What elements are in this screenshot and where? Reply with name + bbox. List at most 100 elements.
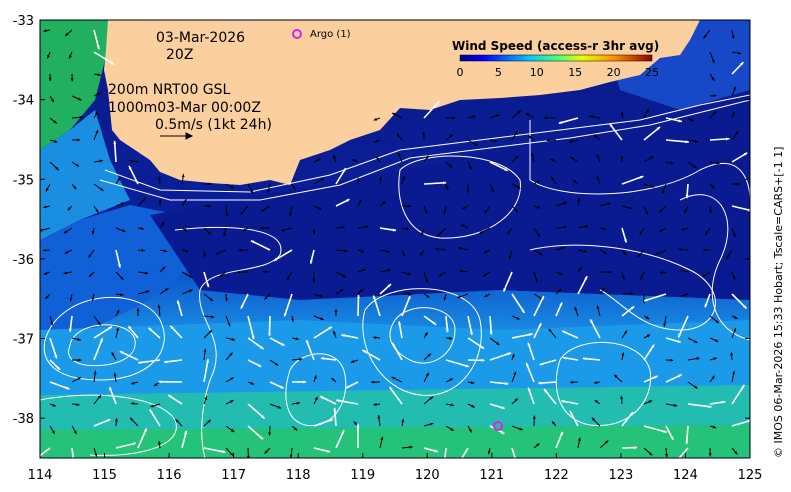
velocity-arrowhead — [77, 377, 82, 381]
lat-tick-label: -38 — [13, 412, 34, 427]
lon-tick-label: 122 — [544, 468, 569, 483]
velocity-arrowhead — [703, 35, 707, 39]
velocity-arrowhead — [161, 221, 165, 226]
velocity-arrowhead — [250, 190, 254, 194]
velocity-arrowhead — [735, 131, 739, 135]
velocity-arrowhead — [714, 338, 719, 342]
velocity-arrowhead — [621, 276, 625, 280]
velocity-arrowhead — [177, 300, 180, 304]
velocity-arrowhead — [373, 117, 378, 121]
velocity-arrowhead — [507, 231, 511, 235]
velocity-arrowhead — [69, 54, 72, 59]
velocity-arrowhead — [230, 377, 234, 381]
velocity-arrowhead — [525, 113, 530, 117]
velocity-arrowhead — [136, 307, 140, 312]
velocity-arrowhead — [283, 312, 287, 317]
velocity-arrowhead — [342, 274, 346, 278]
velocity-arrowhead — [514, 130, 518, 134]
lat-tick-label: -34 — [13, 94, 34, 109]
velocity-arrow — [305, 339, 315, 361]
velocity-arrowhead — [609, 123, 613, 127]
velocity-arrow — [357, 295, 360, 317]
velocity-arrowhead — [479, 230, 483, 234]
velocity-arrowhead — [544, 116, 548, 120]
velocity-arrowhead — [594, 400, 599, 404]
velocity-arrowhead — [257, 363, 262, 367]
velocity-arrowhead — [175, 419, 179, 423]
velocity-arrowhead — [51, 98, 55, 103]
contour-southeast-eddy — [555, 341, 652, 427]
velocity-arrowhead — [382, 201, 386, 205]
velocity-arrowhead — [654, 375, 658, 379]
velocity-arrowhead — [656, 126, 661, 131]
lat-tick-label: -37 — [13, 333, 34, 348]
velocity-arrowhead — [459, 269, 463, 273]
lat-tick-label: -33 — [13, 14, 34, 29]
velocity-arrowhead — [236, 270, 241, 274]
lon-tick-label: 119 — [350, 468, 375, 483]
velocity-arrowhead — [569, 380, 574, 384]
velocity-arrowhead — [468, 428, 472, 433]
velocity-arrowhead — [387, 283, 392, 288]
velocity-arrowhead — [331, 377, 335, 382]
velocity-arrowhead — [407, 204, 411, 208]
velocity-arrowhead — [341, 334, 345, 338]
velocity-arrowhead — [263, 270, 267, 274]
velocity-arrowhead — [336, 399, 340, 403]
argo-float-marker — [493, 421, 503, 431]
velocity-arrowhead — [142, 197, 147, 201]
velocity-arrowhead — [164, 360, 168, 364]
velocity-arrowhead — [730, 352, 734, 356]
velocity-arrowhead — [230, 185, 235, 189]
velocity-arrowhead — [614, 374, 618, 378]
velocity-arrowhead — [711, 77, 715, 81]
velocity-arrowhead — [504, 382, 509, 386]
lon-tick-label: 124 — [673, 468, 698, 483]
velocity-arrowhead — [548, 328, 552, 333]
contour-far-east — [679, 194, 750, 341]
velocity-arrow — [203, 359, 209, 383]
velocity-arrowhead — [443, 297, 447, 301]
velocity-arrowhead — [526, 362, 529, 367]
velocity-arrow — [362, 349, 381, 361]
velocity-arrowhead — [129, 159, 133, 163]
velocity-arrow — [511, 333, 533, 339]
velocity-arrowhead — [716, 161, 720, 165]
velocity-arrowhead — [630, 306, 635, 310]
velocity-arrowhead — [312, 279, 316, 283]
contour-center-west — [174, 227, 282, 458]
velocity-arrowhead — [562, 330, 566, 334]
velocity-arrowhead — [516, 316, 520, 320]
velocity-arrowhead — [669, 358, 674, 362]
velocity-arrowhead — [569, 410, 573, 415]
velocity-arrowhead — [362, 268, 367, 272]
map-plot-area — [40, 20, 750, 470]
lon-tick-label: 114 — [28, 468, 53, 483]
lon-axis: 114 115 116 117 118 119 120 121 122 123 124 125 — [28, 453, 762, 483]
velocity-arrowhead — [113, 372, 117, 377]
velocity-arrowhead — [507, 352, 512, 356]
velocity-arrowhead — [517, 467, 520, 470]
velocity-arrowhead — [450, 403, 455, 407]
velocity-arrowhead — [320, 178, 324, 182]
velocity-arrowhead — [106, 419, 111, 423]
velocity-arrow — [543, 388, 557, 405]
velocity-arrowhead — [645, 211, 648, 215]
velocity-arrowhead — [333, 330, 336, 335]
velocity-arrowhead — [712, 425, 717, 429]
velocity-arrowhead — [144, 271, 149, 275]
velocity-arrowhead — [596, 175, 600, 180]
velocity-arrowhead — [158, 441, 162, 445]
velocity-arrowhead — [465, 364, 469, 368]
velocity-arrowhead — [95, 209, 99, 213]
velocity-arrowhead — [459, 459, 462, 462]
velocity-arrowhead — [678, 334, 682, 338]
velocity-arrowhead — [63, 230, 68, 234]
velocity-arrowhead — [94, 111, 98, 115]
velocity-arrowhead — [128, 326, 132, 330]
velocity-arrowhead — [215, 251, 220, 255]
velocity-arrow — [687, 403, 712, 408]
velocity-arrowhead — [380, 436, 384, 441]
velocity-arrowhead — [371, 380, 375, 384]
velocity-arrowhead — [639, 175, 644, 179]
